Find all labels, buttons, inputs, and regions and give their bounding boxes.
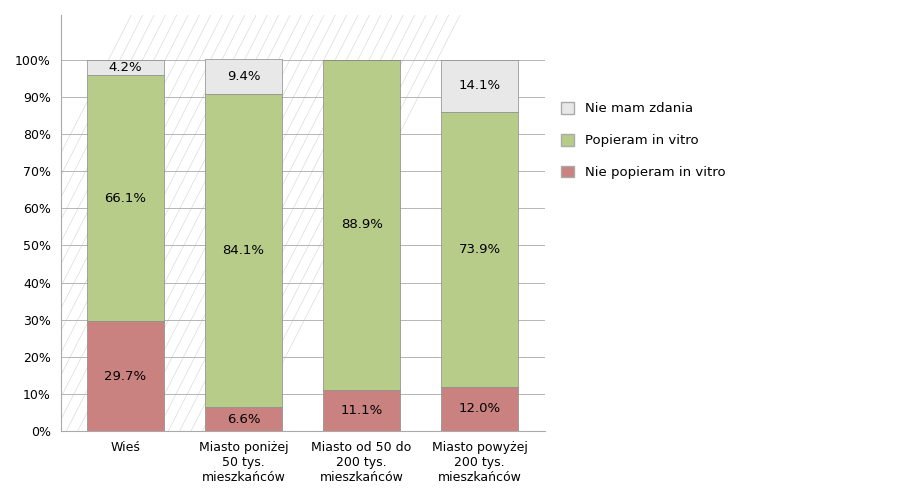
Bar bbox=[323, 59, 400, 390]
Text: 4.2%: 4.2% bbox=[108, 61, 142, 74]
Text: 84.1%: 84.1% bbox=[222, 244, 264, 257]
Text: 6.6%: 6.6% bbox=[227, 413, 261, 426]
Text: 29.7%: 29.7% bbox=[105, 370, 147, 383]
Bar bbox=[442, 59, 518, 112]
Text: 88.9%: 88.9% bbox=[341, 218, 383, 232]
Bar bbox=[87, 75, 164, 321]
Text: 11.1%: 11.1% bbox=[341, 404, 383, 417]
Bar bbox=[323, 390, 400, 431]
Bar bbox=[87, 321, 164, 431]
Bar bbox=[206, 59, 282, 94]
Bar bbox=[87, 59, 164, 75]
Text: 12.0%: 12.0% bbox=[459, 403, 500, 416]
Legend: Nie mam zdania, Popieram in vitro, Nie popieram in vitro: Nie mam zdania, Popieram in vitro, Nie p… bbox=[556, 96, 731, 184]
Text: 9.4%: 9.4% bbox=[227, 70, 261, 83]
Text: 66.1%: 66.1% bbox=[105, 192, 147, 205]
Bar bbox=[442, 112, 518, 387]
Text: 73.9%: 73.9% bbox=[459, 243, 500, 256]
Text: 14.1%: 14.1% bbox=[459, 79, 500, 92]
Bar bbox=[442, 387, 518, 431]
Bar bbox=[206, 94, 282, 407]
Bar bbox=[206, 407, 282, 431]
